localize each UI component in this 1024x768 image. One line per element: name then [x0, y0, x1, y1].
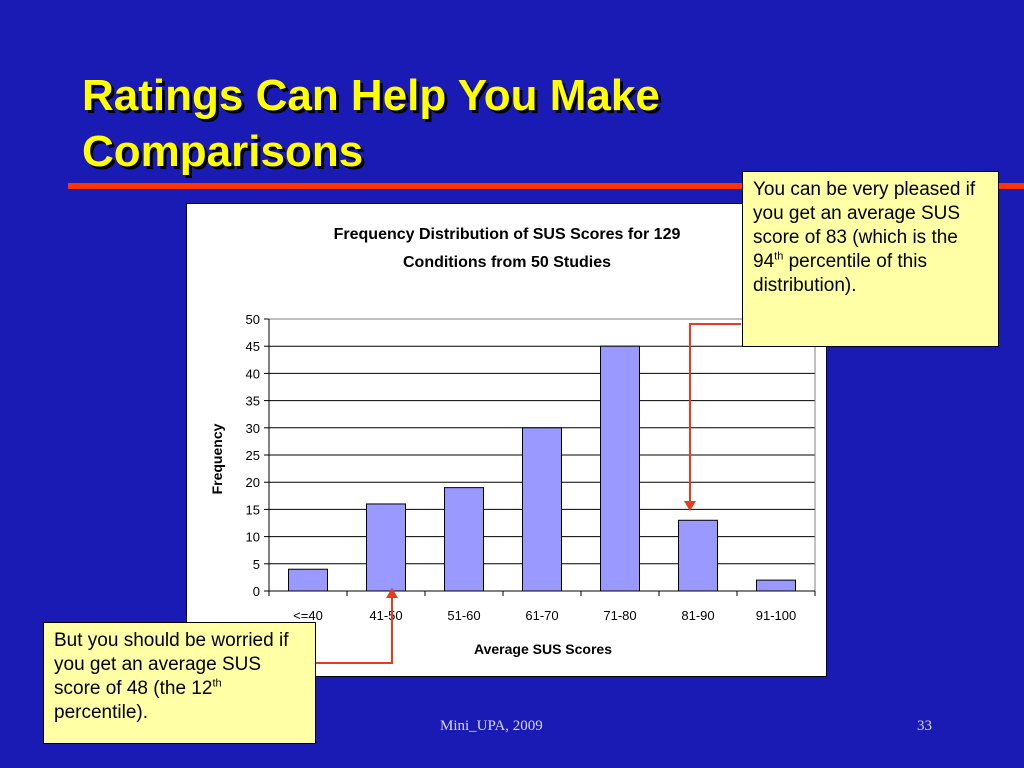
callout-low-score-text: But you should be worried if you get an …	[54, 630, 289, 699]
y-tick-label: 10	[246, 530, 260, 545]
x-tick-label: 41-50	[369, 608, 402, 623]
chart-panel: Frequency Distribution of SUS Scores for…	[186, 203, 827, 677]
chart-title-line-2: Conditions from 50 Studies	[403, 254, 611, 271]
y-tick-label: 40	[246, 366, 260, 381]
callout-low-score: But you should be worried if you get an …	[43, 622, 316, 744]
footer-text: Mini_UPA, 2009	[440, 718, 543, 734]
bar-61-70	[522, 427, 562, 592]
y-tick-label: 35	[246, 394, 260, 409]
page-number: 33	[917, 718, 932, 734]
y-axis-label: Frequency	[209, 423, 225, 494]
title-rule	[68, 183, 1024, 189]
bar-81-90	[678, 519, 718, 592]
callout-low-score-sup: th	[212, 677, 222, 690]
x-tick-label: 71-80	[603, 608, 636, 623]
x-tick-label: 61-70	[525, 608, 558, 623]
callout-high-score: You can be very pleased if you get an av…	[742, 171, 999, 347]
y-tick-label: 0	[253, 584, 260, 599]
callout-low-score-text-end: percentile).	[54, 702, 148, 723]
bar-91-100	[756, 579, 796, 592]
y-tick-label: 5	[253, 557, 260, 572]
x-axis-label: Average SUS Scores	[474, 641, 612, 657]
x-tick-label: 81-90	[681, 608, 714, 623]
callout-high-score-text-end: percentile of this distribution).	[753, 251, 927, 296]
y-tick-label: 45	[246, 339, 260, 354]
slide-title: Ratings Can Help You Make Comparisons	[82, 71, 660, 176]
bar-71-80	[600, 345, 640, 592]
y-tick-label: 30	[246, 421, 260, 436]
bar-51-60	[444, 487, 484, 592]
x-tick-label: <=40	[293, 608, 323, 623]
x-tick-label: 91-100	[756, 608, 796, 623]
callout-high-score-sup: th	[774, 250, 784, 263]
bar-<=40	[288, 568, 328, 592]
y-tick-label: 50	[246, 312, 260, 327]
frequency-chart: Frequency Distribution of SUS Scores for…	[209, 226, 816, 657]
x-tick-label: 51-60	[447, 608, 480, 623]
callout-high-score-text: You can be very pleased if you get an av…	[753, 179, 976, 272]
y-tick-label: 20	[246, 475, 260, 490]
bar-41-50	[366, 503, 406, 592]
chart-title-line-1: Frequency Distribution of SUS Scores for…	[334, 226, 681, 243]
y-tick-label: 15	[246, 502, 260, 517]
y-tick-label: 25	[246, 448, 260, 463]
